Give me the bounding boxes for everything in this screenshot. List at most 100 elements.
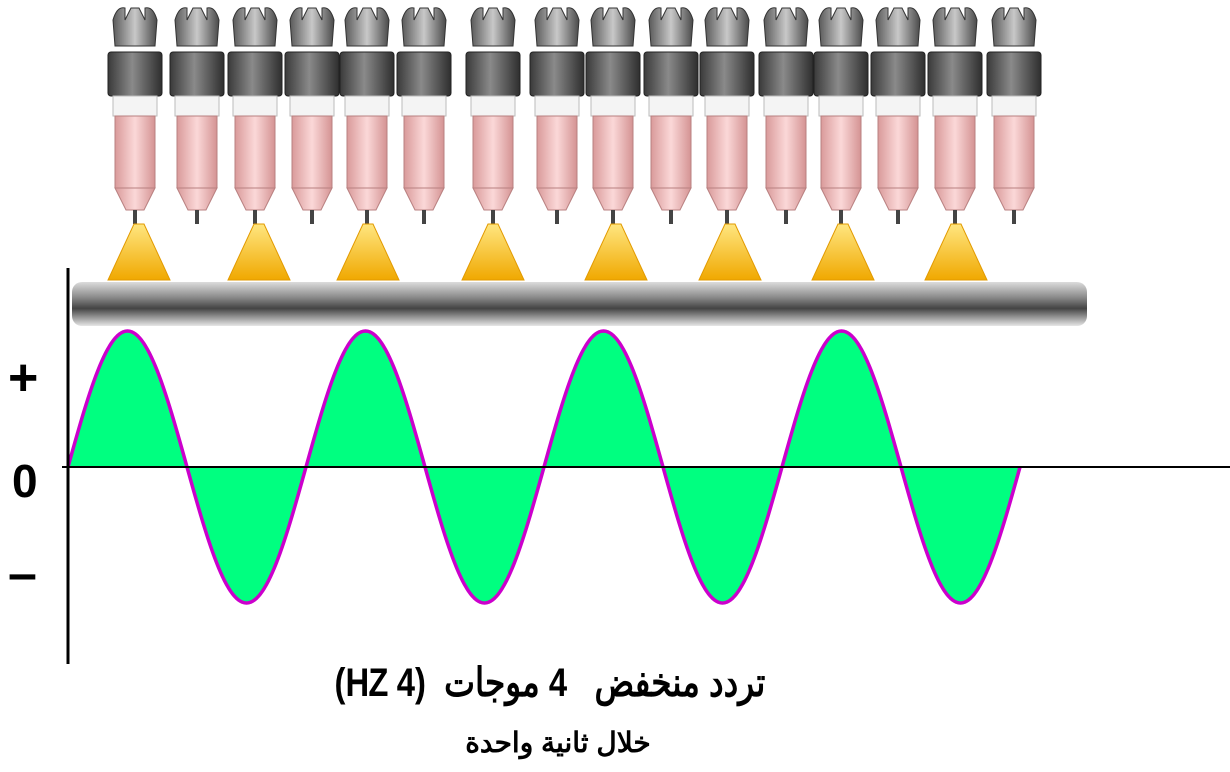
- torch-body: [403, 115, 445, 189]
- torch-collar: [870, 51, 926, 97]
- torch-cap: [875, 7, 921, 47]
- torch-nozzle: [877, 187, 919, 211]
- torch-cap: [763, 7, 809, 47]
- torch-electrode: [133, 210, 137, 224]
- torch-cap: [344, 7, 390, 47]
- welding-arc: [811, 223, 875, 281]
- welding-arc: [227, 223, 291, 281]
- welding-torch: [169, 7, 225, 224]
- torch-body: [176, 115, 218, 189]
- torch-collar: [169, 51, 225, 97]
- axes: [62, 268, 1230, 664]
- caption-subtitle: خلال ثانية واحدة: [465, 727, 651, 758]
- torch-cap: [932, 7, 978, 47]
- welding-arc: [461, 223, 525, 281]
- torch-body: [114, 115, 156, 189]
- torch-ring: [875, 95, 921, 117]
- welding-torch: [870, 7, 926, 224]
- torch-ring: [763, 95, 809, 117]
- zero-label: 0: [12, 455, 38, 507]
- torch-body: [234, 115, 276, 189]
- torch-collar: [986, 51, 1042, 97]
- workpiece-plate: [72, 282, 1087, 326]
- torch-ring: [704, 95, 750, 117]
- torch-cap: [648, 7, 694, 47]
- welding-torch: [465, 7, 521, 224]
- torch-cap: [991, 7, 1037, 47]
- torch-body: [820, 115, 862, 189]
- welding-arc: [107, 223, 171, 281]
- welding-torch: [585, 7, 641, 224]
- torch-nozzle: [993, 187, 1035, 211]
- torch-body: [346, 115, 388, 189]
- torch-ring: [590, 95, 636, 117]
- torch-body: [765, 115, 807, 189]
- torch-cap: [174, 7, 220, 47]
- torch-body: [592, 115, 634, 189]
- torch-ring: [818, 95, 864, 117]
- torch-ring: [112, 95, 158, 117]
- torch-ring: [289, 95, 335, 117]
- torch-collar: [643, 51, 699, 97]
- torch-nozzle: [291, 187, 333, 211]
- welding-torch: [986, 7, 1042, 224]
- welding-torch: [927, 7, 983, 224]
- torch-nozzle: [403, 187, 445, 211]
- workpiece-bar: [72, 282, 1087, 326]
- welding-arc: [336, 223, 400, 281]
- welding-torch: [227, 7, 283, 224]
- torch-ring: [991, 95, 1037, 117]
- positive-sign: +: [8, 349, 39, 407]
- torch-collar: [585, 51, 641, 97]
- torch-electrode: [896, 210, 900, 224]
- torch-nozzle: [765, 187, 807, 211]
- torch-nozzle: [114, 187, 156, 211]
- torch-body: [993, 115, 1035, 189]
- torch-ring: [534, 95, 580, 117]
- torch-body: [472, 115, 514, 189]
- torch-electrode: [422, 210, 426, 224]
- torch-collar: [758, 51, 814, 97]
- torch-body: [877, 115, 919, 189]
- torch-collar: [465, 51, 521, 97]
- torch-nozzle: [706, 187, 748, 211]
- torch-cap: [112, 7, 158, 47]
- torch-cap: [401, 7, 447, 47]
- torch-nozzle: [820, 187, 862, 211]
- torch-body: [934, 115, 976, 189]
- torch-nozzle: [934, 187, 976, 211]
- torch-electrode: [491, 210, 495, 224]
- torch-cap: [590, 7, 636, 47]
- torch-nozzle: [346, 187, 388, 211]
- torch-cap: [818, 7, 864, 47]
- welding-torch: [758, 7, 814, 224]
- welding-torch: [529, 7, 585, 224]
- torch-electrode: [195, 210, 199, 224]
- torch-nozzle: [536, 187, 578, 211]
- torch-collar: [396, 51, 452, 97]
- torch-cap: [704, 7, 750, 47]
- torch-collar: [284, 51, 340, 97]
- torch-electrode: [555, 210, 559, 224]
- torch-collar: [107, 51, 163, 97]
- torch-electrode: [1012, 210, 1016, 224]
- torch-nozzle: [592, 187, 634, 211]
- negative-sign: –: [8, 545, 37, 603]
- torch-body: [650, 115, 692, 189]
- torch-row: [107, 7, 1042, 224]
- torch-electrode: [784, 210, 788, 224]
- torch-body: [706, 115, 748, 189]
- welding-torch: [284, 7, 340, 224]
- torch-nozzle: [176, 187, 218, 211]
- torch-ring: [344, 95, 390, 117]
- torch-cap: [232, 7, 278, 47]
- torch-electrode: [953, 210, 957, 224]
- torch-collar: [699, 51, 755, 97]
- torch-cap: [470, 7, 516, 47]
- torch-collar: [227, 51, 283, 97]
- torch-ring: [932, 95, 978, 117]
- arc-row: [107, 223, 988, 281]
- welding-torch: [813, 7, 869, 224]
